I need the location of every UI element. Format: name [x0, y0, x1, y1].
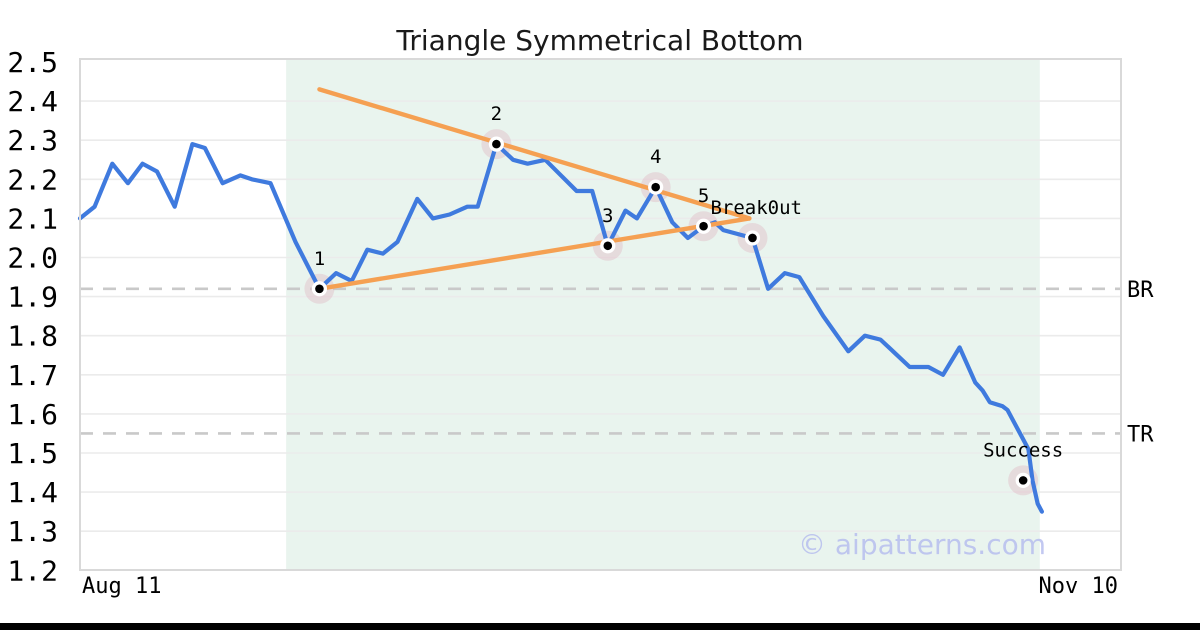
pattern-zone [286, 60, 1040, 569]
watermark: © aipatterns.com [798, 528, 1046, 561]
y-tick-label: 2.2 [7, 163, 58, 196]
y-tick-label: 1.4 [7, 476, 58, 509]
y-tick-label: 2.4 [7, 85, 58, 118]
marker-label-p5: 5 [698, 185, 709, 207]
y-tick-label: 2.5 [7, 46, 58, 79]
y-tick-label: 2.0 [7, 242, 58, 275]
marker-dot-p3 [603, 241, 613, 251]
x-tick-label-end: Nov 10 [1039, 574, 1118, 599]
y-tick-label: 1.7 [7, 359, 58, 392]
marker-dot-p1 [315, 284, 324, 294]
x-tick-label-start: Aug 11 [82, 574, 161, 599]
trendline-lower [317, 216, 752, 291]
level-label-br: BR [1127, 278, 1154, 303]
plot-border [79, 58, 1122, 571]
y-tick-label: 1.6 [7, 398, 58, 431]
marker-label-success: Success [983, 439, 1063, 461]
marker-dot-p2 [492, 139, 501, 149]
marker-dot-p4 [651, 182, 660, 192]
chart-title: Triangle Symmetrical Bottom [395, 24, 803, 57]
marker-dot-success [1018, 476, 1028, 485]
y-tick-label: 1.9 [7, 281, 58, 314]
y-tick-label: 1.8 [7, 320, 58, 353]
y-tick-label: 1.5 [7, 437, 58, 470]
trendline-upper [317, 87, 752, 221]
marker-label-p3: 3 [602, 205, 613, 227]
marker-label-p4: 4 [650, 146, 661, 168]
level-label-tr: TR [1127, 422, 1154, 447]
marker-label-p1: 1 [314, 248, 325, 270]
marker-dot-p5 [699, 221, 708, 231]
marker-label-breakout: Break0ut [710, 197, 802, 219]
marker-dot-breakout [748, 233, 757, 243]
y-tick-label: 2.1 [7, 202, 58, 235]
bottom-bar [0, 623, 1200, 630]
y-tick-label: 1.3 [7, 515, 58, 548]
marker-label-p2: 2 [491, 103, 502, 125]
y-tick-label: 2.3 [7, 124, 58, 157]
y-tick-label: 1.2 [7, 554, 58, 587]
